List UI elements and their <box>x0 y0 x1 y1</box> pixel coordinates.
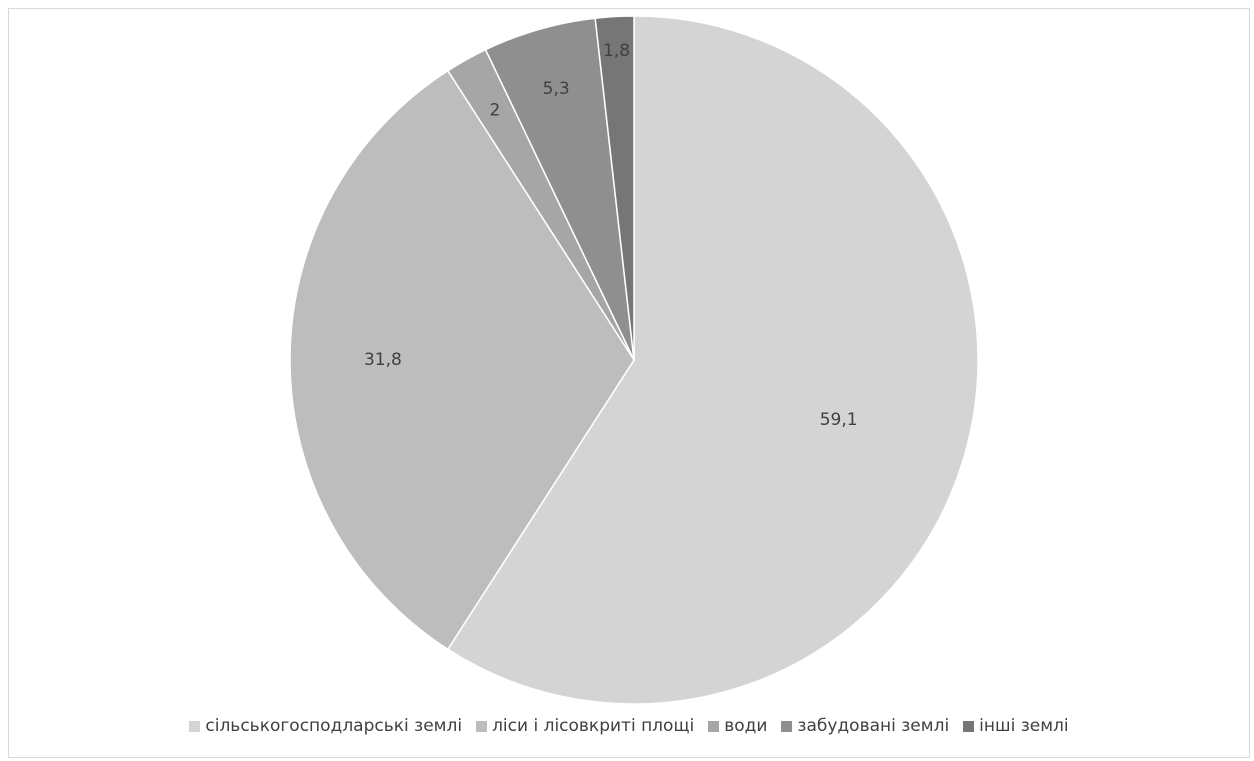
pie-label-5: 1,8 <box>603 41 630 61</box>
legend-item-4: забудовані землі <box>781 716 949 736</box>
pie-chart: 59,1 31,8 2 5,3 1,8 <box>289 15 979 705</box>
legend-item-5: інші землі <box>963 716 1069 736</box>
legend-swatch-2 <box>476 720 488 732</box>
legend-swatch-4 <box>781 720 793 732</box>
pie-label-2: 31,8 <box>364 350 402 370</box>
chart-area: 59,1 31,8 2 5,3 1,8 сільськогосподларські зе… <box>8 8 1250 758</box>
legend-label-2: ліси і лісовкриті площі <box>492 716 695 736</box>
legend-label-5: інші землі <box>979 716 1069 736</box>
legend-swatch-5 <box>963 720 975 732</box>
legend-swatch-3 <box>708 720 720 732</box>
pie-data-labels: 59,1 31,8 2 5,3 1,8 <box>364 41 858 430</box>
legend-label-4: забудовані землі <box>797 716 950 736</box>
pie-slice-5 <box>594 15 635 361</box>
pie-slice-1 <box>446 15 979 705</box>
legend-item-3: води <box>708 716 767 736</box>
legend-item-2: ліси і лісовкриті площі <box>476 716 694 736</box>
legend: сільськогосподларські землі ліси і лісовк… <box>9 716 1249 736</box>
legend-item-1: сільськогосподларські землі <box>189 716 462 736</box>
pie-slices <box>289 15 979 705</box>
pie-label-4: 5,3 <box>543 79 570 99</box>
legend-label-3: води <box>724 716 768 736</box>
pie-label-3: 2 <box>489 101 500 121</box>
pie-label-1: 59,1 <box>820 410 858 430</box>
legend-label-1: сільськогосподларські землі <box>205 716 463 736</box>
legend-swatch-1 <box>189 720 201 732</box>
pie-slice-2 <box>289 69 635 651</box>
